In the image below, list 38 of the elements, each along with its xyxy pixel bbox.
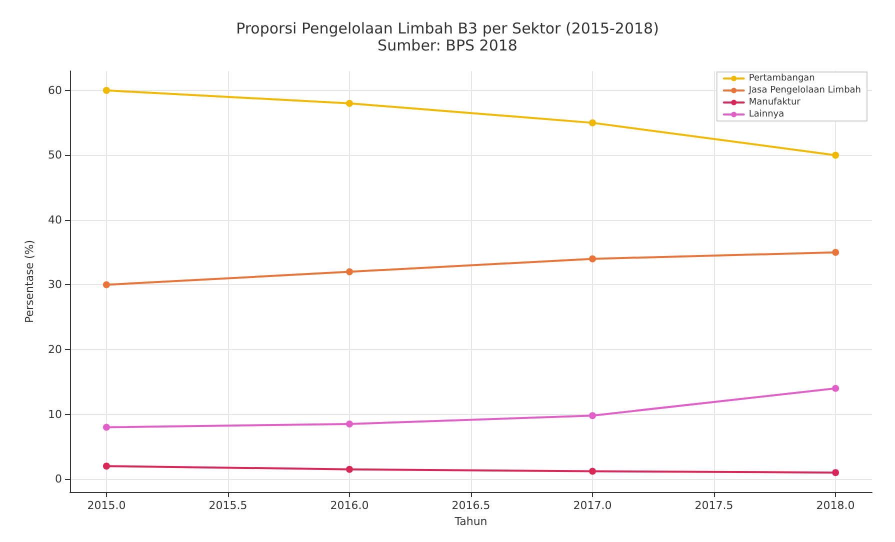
point (589, 255, 596, 262)
y-tick-label: 30 (48, 278, 62, 292)
point (832, 152, 840, 159)
point (346, 100, 353, 107)
point (102, 462, 110, 470)
chart-subtitle: Sumber: BPS 2018 (378, 36, 518, 54)
x-tick-label: 2016.5 (452, 499, 490, 512)
x-axis-title: Tahun (454, 514, 488, 528)
y-tick-label: 60 (48, 84, 62, 97)
legend-label: Lainnya (748, 110, 784, 120)
point (589, 468, 596, 475)
y-tick-label: 40 (48, 213, 62, 226)
point (832, 384, 840, 392)
x-tick-label: 2017.5 (694, 499, 734, 512)
y-tick-label: 50 (48, 148, 62, 162)
x-tick-label: 2018.0 (816, 499, 855, 512)
y-tick-label: 10 (48, 408, 62, 421)
legend-label: Jasa Pengelolaan Limbah (748, 86, 862, 96)
x-tick-label: 2015.5 (208, 499, 248, 512)
legend-label: Manufaktur (748, 98, 801, 108)
x-tick-label: 2015.0 (87, 499, 126, 512)
point (102, 86, 110, 94)
point (832, 248, 840, 256)
point (346, 268, 353, 276)
point (102, 424, 110, 431)
y-axis-title: Persentase (%) (23, 240, 36, 324)
chart-title: Proporsi Pengelolaan Limbah B3 per Sektor (2015-2018) (236, 20, 659, 38)
point (346, 420, 353, 428)
point (102, 281, 110, 288)
x-tick-label: 2017.0 (573, 499, 612, 512)
point (589, 119, 596, 126)
point (589, 412, 596, 420)
point (346, 466, 353, 473)
point (832, 469, 840, 476)
y-tick-label: 0 (55, 472, 62, 486)
y-tick-label: 20 (48, 343, 62, 356)
x-tick-label: 2016.0 (330, 499, 369, 512)
legend-label: Pertambangan (748, 74, 815, 84)
